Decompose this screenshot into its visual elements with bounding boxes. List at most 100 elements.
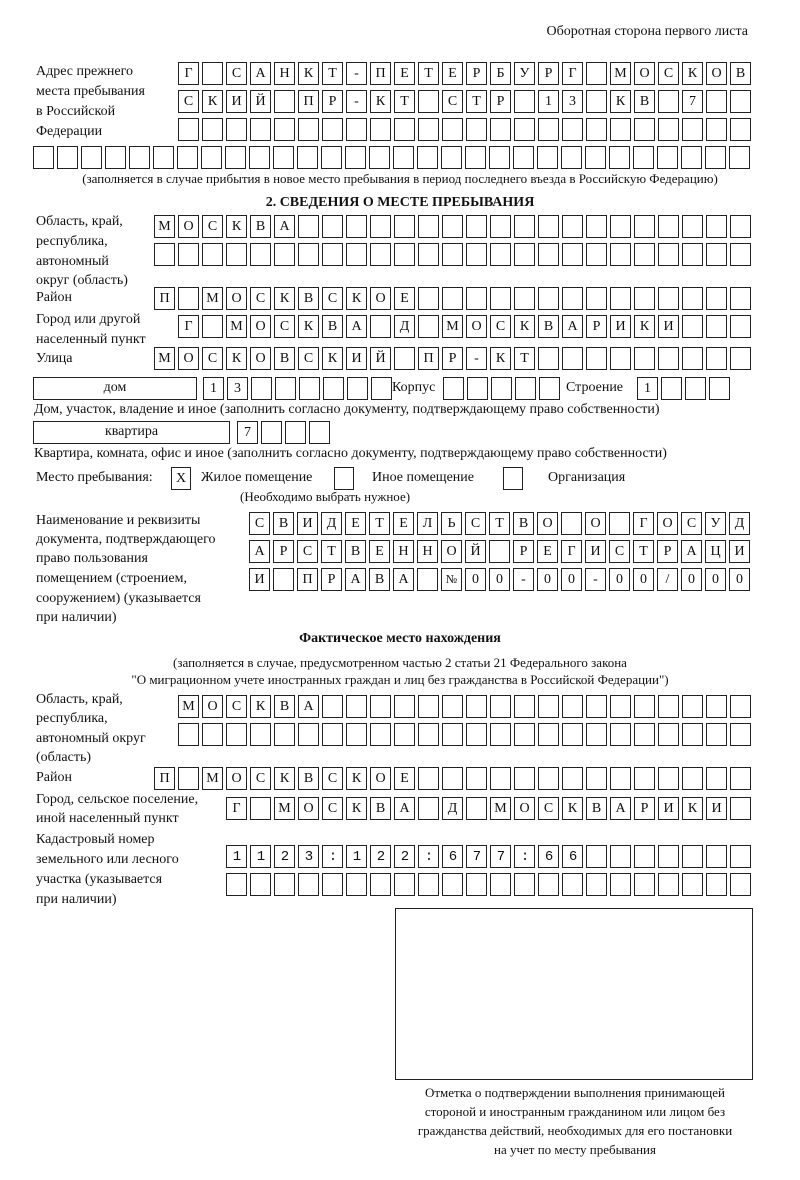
char-cell[interactable]: Е: [393, 512, 414, 535]
char-cell[interactable]: Т: [633, 540, 654, 563]
char-cell[interactable]: [466, 243, 487, 266]
char-cell[interactable]: [298, 845, 319, 868]
char-cell[interactable]: [730, 287, 751, 310]
char-cell[interactable]: [730, 118, 751, 141]
char-cell[interactable]: [226, 243, 247, 266]
char-cell[interactable]: С: [538, 797, 559, 820]
char-cell[interactable]: [177, 146, 198, 169]
char-cell[interactable]: 3: [227, 377, 248, 400]
char-cell[interactable]: С: [609, 540, 630, 563]
char-cell[interactable]: [418, 845, 439, 868]
char-cell[interactable]: В: [370, 797, 391, 820]
char-cell[interactable]: [81, 146, 102, 169]
char-cell[interactable]: [609, 512, 630, 535]
char-cell[interactable]: М: [154, 347, 175, 370]
char-cell[interactable]: [370, 215, 391, 238]
stay-place-checkbox-other[interactable]: [334, 467, 354, 490]
char-cell[interactable]: Е: [369, 540, 390, 563]
char-cell[interactable]: [514, 215, 535, 238]
char-cell[interactable]: [657, 146, 678, 169]
char-cell[interactable]: [250, 797, 271, 820]
char-cell[interactable]: С: [274, 315, 295, 338]
char-cell[interactable]: -: [585, 568, 606, 591]
char-cell[interactable]: [682, 873, 703, 896]
char-cell[interactable]: [323, 377, 344, 400]
char-cell[interactable]: К: [250, 695, 271, 718]
char-cell[interactable]: [394, 215, 415, 238]
char-cell[interactable]: [489, 540, 510, 563]
char-cell[interactable]: Е: [394, 62, 415, 85]
char-cell[interactable]: [250, 873, 271, 896]
char-cell[interactable]: [370, 243, 391, 266]
char-cell[interactable]: А: [562, 315, 583, 338]
char-cell[interactable]: [394, 695, 415, 718]
char-cell[interactable]: А: [250, 62, 271, 85]
char-cell[interactable]: А: [249, 540, 270, 563]
char-cell[interactable]: [178, 243, 199, 266]
char-cell[interactable]: [370, 845, 391, 868]
char-cell[interactable]: А: [393, 568, 414, 591]
char-cell[interactable]: [538, 215, 559, 238]
char-cell[interactable]: О: [250, 347, 271, 370]
char-cell[interactable]: [226, 873, 247, 896]
char-cell[interactable]: 1: [203, 377, 224, 400]
char-cell[interactable]: Н: [274, 62, 295, 85]
char-cell[interactable]: [586, 287, 607, 310]
char-cell[interactable]: Д: [321, 512, 342, 535]
char-cell[interactable]: Т: [489, 512, 510, 535]
char-cell[interactable]: И: [346, 347, 367, 370]
char-cell[interactable]: 7: [682, 90, 703, 113]
char-cell[interactable]: [442, 695, 463, 718]
char-cell[interactable]: 0: [489, 568, 510, 591]
char-cell[interactable]: [514, 873, 535, 896]
char-cell[interactable]: [514, 723, 535, 746]
char-cell[interactable]: [658, 90, 679, 113]
char-cell[interactable]: [586, 695, 607, 718]
char-cell[interactable]: В: [730, 62, 751, 85]
char-cell[interactable]: [441, 146, 462, 169]
char-cell[interactable]: [706, 767, 727, 790]
char-cell[interactable]: [682, 287, 703, 310]
char-cell[interactable]: С: [298, 347, 319, 370]
char-cell[interactable]: [442, 118, 463, 141]
char-cell[interactable]: С: [226, 695, 247, 718]
char-cell[interactable]: [586, 873, 607, 896]
char-cell[interactable]: О: [226, 767, 247, 790]
char-cell[interactable]: [538, 845, 559, 868]
char-cell[interactable]: М: [178, 695, 199, 718]
char-cell[interactable]: С: [658, 62, 679, 85]
char-cell[interactable]: [490, 287, 511, 310]
char-cell[interactable]: [730, 797, 751, 820]
char-cell[interactable]: К: [202, 90, 223, 113]
char-cell[interactable]: /: [657, 568, 678, 591]
char-cell[interactable]: [226, 118, 247, 141]
char-cell[interactable]: [418, 215, 439, 238]
char-cell[interactable]: В: [274, 695, 295, 718]
char-cell[interactable]: [298, 118, 319, 141]
char-cell[interactable]: К: [298, 315, 319, 338]
char-cell[interactable]: [730, 767, 751, 790]
char-cell[interactable]: [705, 146, 726, 169]
char-cell[interactable]: Л: [417, 512, 438, 535]
char-cell[interactable]: [490, 845, 511, 868]
char-cell[interactable]: [394, 118, 415, 141]
char-cell[interactable]: [730, 845, 751, 868]
char-cell[interactable]: М: [442, 315, 463, 338]
char-cell[interactable]: [129, 146, 150, 169]
char-cell[interactable]: [537, 146, 558, 169]
char-cell[interactable]: [634, 287, 655, 310]
char-cell[interactable]: [394, 845, 415, 868]
char-cell[interactable]: Н: [417, 540, 438, 563]
char-cell[interactable]: Е: [394, 767, 415, 790]
char-cell[interactable]: [418, 723, 439, 746]
char-cell[interactable]: [298, 723, 319, 746]
char-cell[interactable]: [634, 723, 655, 746]
char-cell[interactable]: [322, 215, 343, 238]
char-cell[interactable]: Д: [442, 797, 463, 820]
char-cell[interactable]: [706, 347, 727, 370]
char-cell[interactable]: Н: [393, 540, 414, 563]
char-cell[interactable]: [682, 315, 703, 338]
char-cell[interactable]: [417, 568, 438, 591]
char-cell[interactable]: [610, 845, 631, 868]
char-cell[interactable]: 1: [538, 90, 559, 113]
